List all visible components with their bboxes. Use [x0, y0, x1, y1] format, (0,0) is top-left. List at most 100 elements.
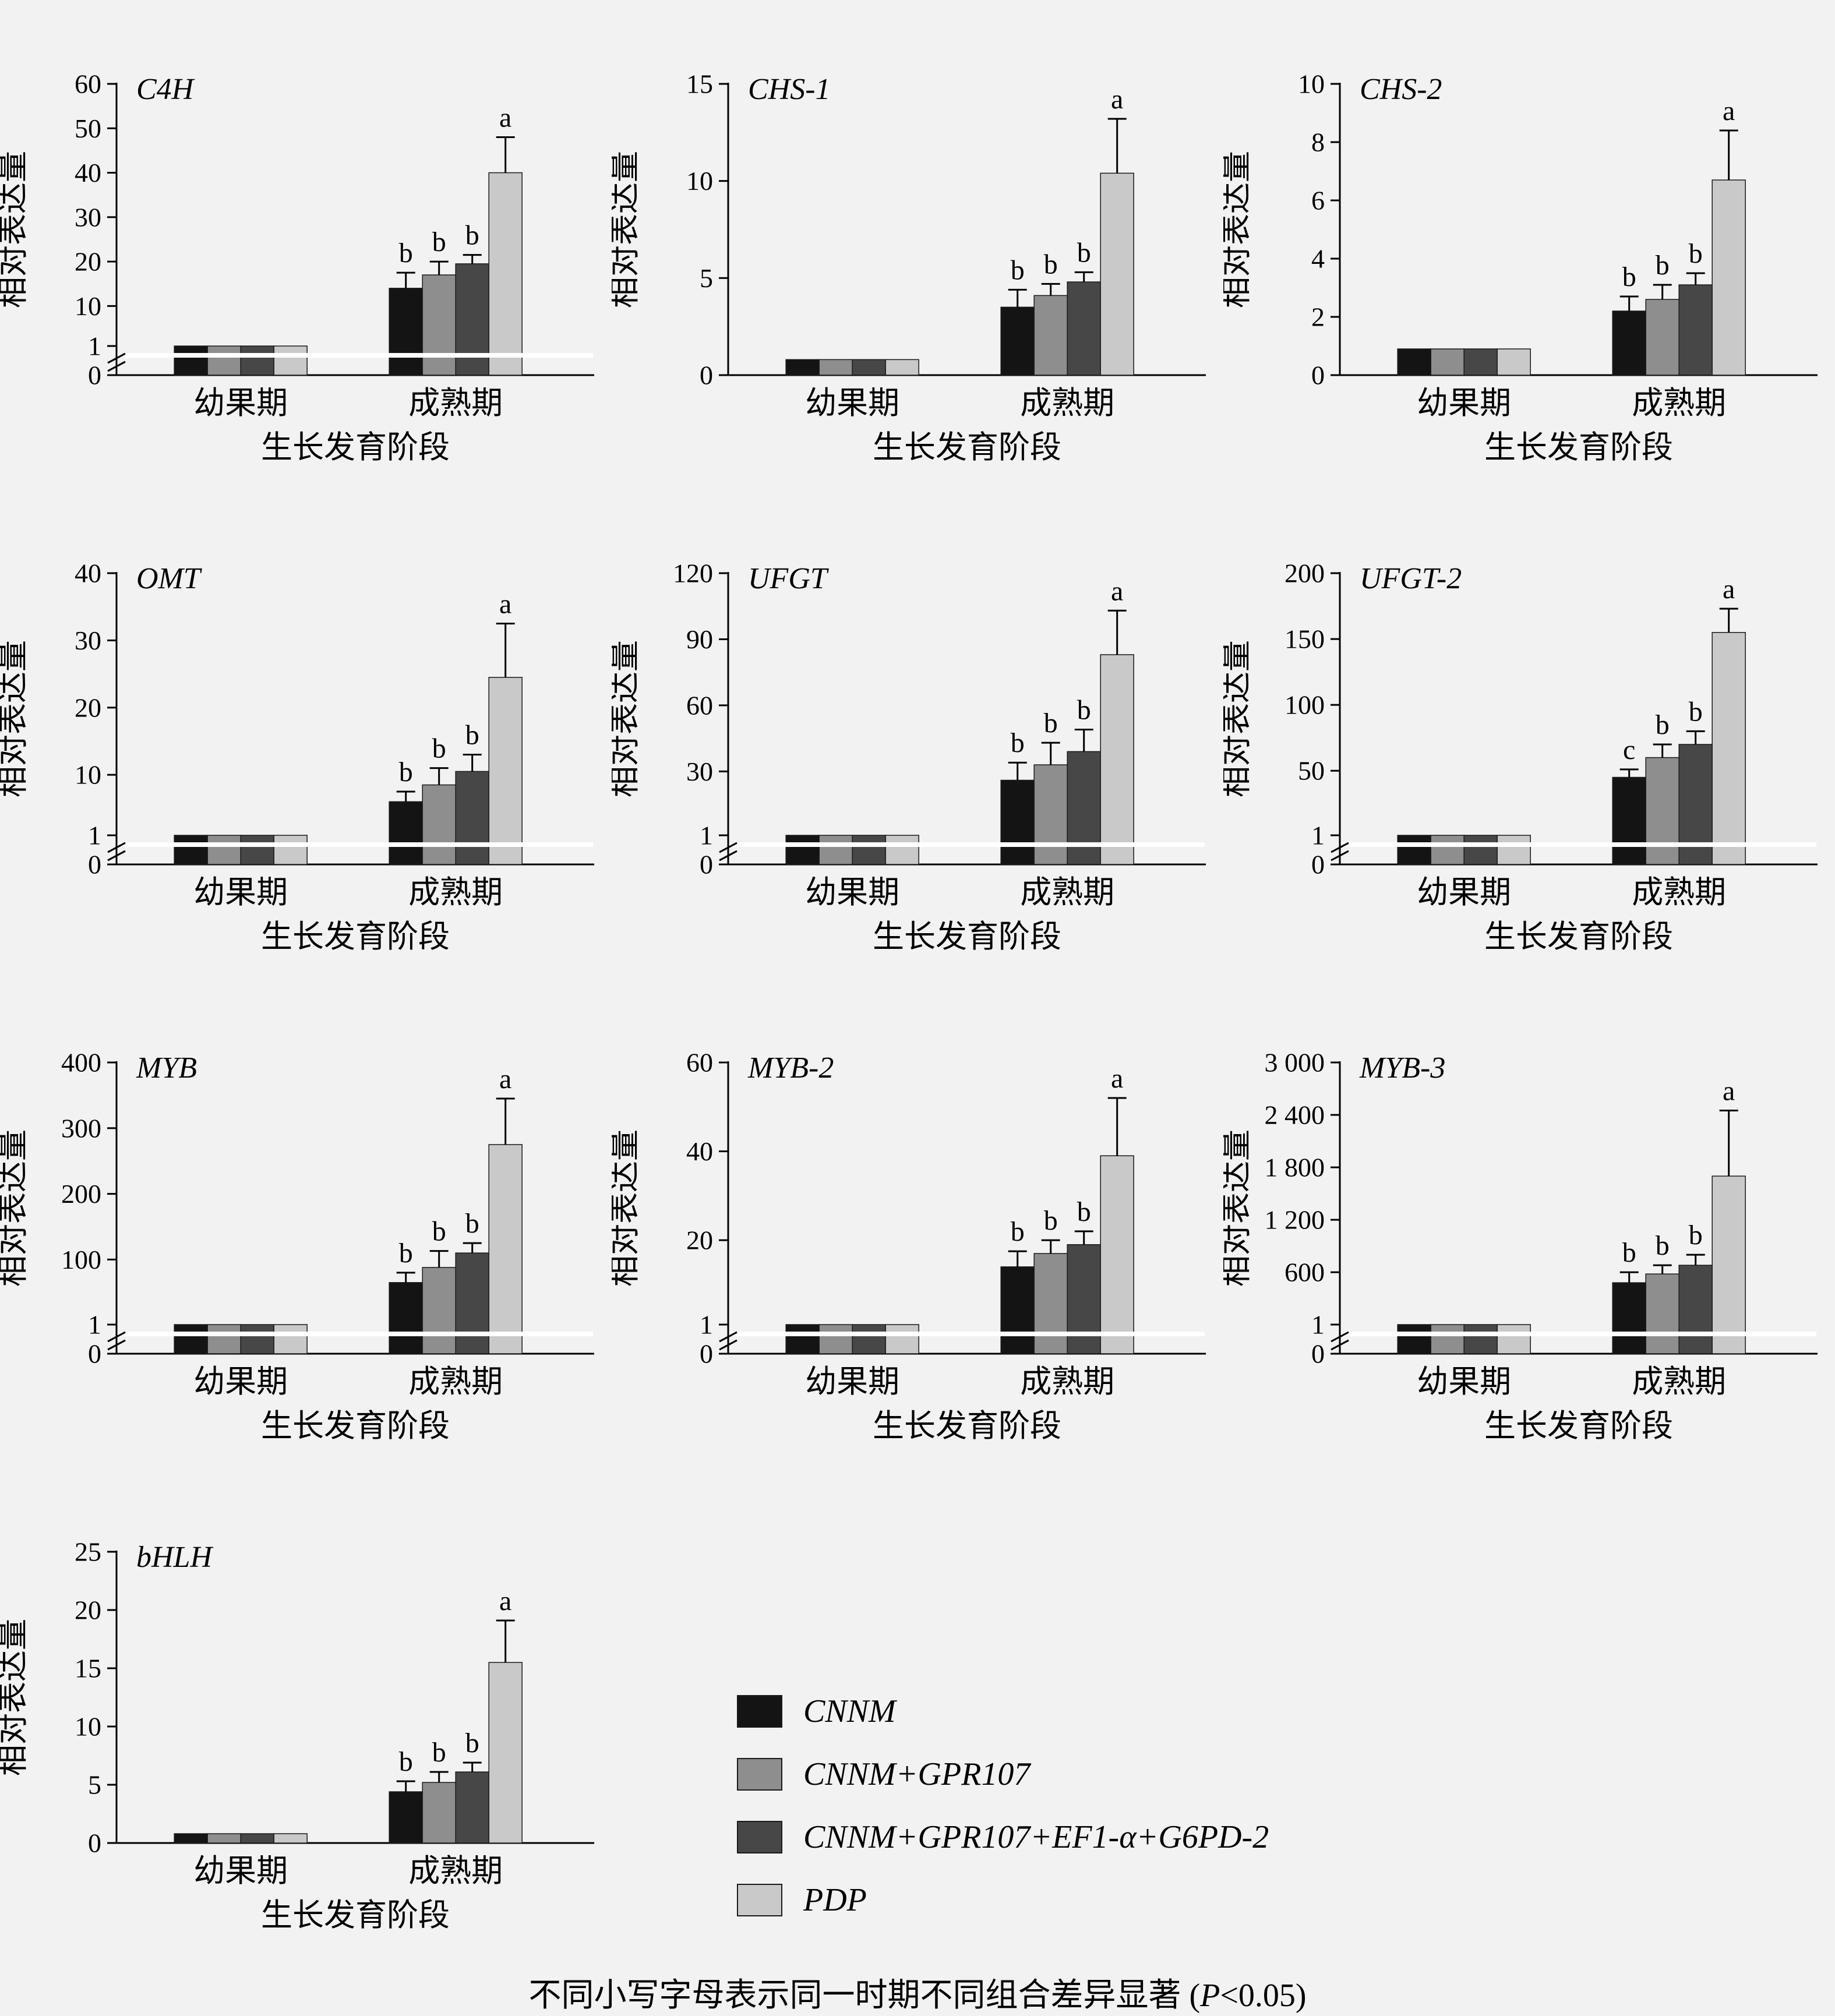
sig-letter: b	[465, 720, 479, 751]
sig-letter: c	[1623, 735, 1635, 765]
bar-CNNM+GPR107	[1033, 295, 1068, 376]
bar-CNNM	[1397, 348, 1431, 376]
sig-letter: b	[1077, 237, 1091, 268]
y-tick-label: 2	[1311, 302, 1325, 332]
sig-letter: b	[432, 1737, 446, 1768]
axis-break-mark	[107, 361, 126, 372]
bar-PDP	[1712, 179, 1746, 376]
legend-item-cnnm-gpr107-ef1-g6pd2: CNNM+GPR107+EF1-α+G6PD-2	[737, 1819, 1835, 1856]
bar-PDP	[488, 172, 523, 376]
x-axis-title: 生长发育阶段	[873, 919, 1061, 954]
y-tick-label: 30	[686, 757, 713, 786]
bar-CNNM	[174, 1324, 208, 1354]
y-tick-label: 90	[686, 624, 713, 654]
y-tick-label: 25	[75, 1537, 101, 1567]
y-tick-label: 4	[1311, 244, 1325, 274]
bar-PDP	[1497, 1324, 1531, 1354]
y-tick-label: 20	[75, 693, 101, 722]
y-axis-title: 相对表达量	[0, 1619, 30, 1776]
bar-PDP	[273, 835, 308, 865]
caption-suffix: <0.05)	[1220, 1978, 1307, 2014]
bar-CNNM+GPR107+EF1-α+G6PD-2	[1067, 1244, 1101, 1354]
bar-CNNM+GPR107	[1430, 1324, 1465, 1354]
bar-CNNM	[1397, 835, 1431, 865]
bar-CNNM	[389, 288, 423, 376]
axis-break-band	[118, 353, 593, 358]
y-tick-label: 0	[88, 850, 101, 880]
y-tick-label: 10	[75, 1712, 101, 1742]
sig-letter: a	[499, 1064, 511, 1094]
bar-CNNM+GPR107+EF1-α+G6PD-2	[1463, 348, 1498, 376]
chart-cell-UFGT: 0 1 30 60 90 120 幼果期 b b b a 成熟期 UFGT 生长发育阶段 相对表达量	[612, 497, 1223, 987]
y-tick-label: 1	[1311, 821, 1325, 850]
axis-break-band	[1341, 842, 1816, 847]
x-axis-title: 生长发育阶段	[1484, 1408, 1673, 1443]
group-label: 幼果期	[1417, 1364, 1511, 1399]
bar-CNNM+GPR107	[818, 359, 853, 376]
bar-CNNM+GPR107+EF1-α+G6PD-2	[1067, 751, 1101, 865]
axis-break-mark	[107, 352, 126, 364]
x-axis-title: 生长发育阶段	[1484, 919, 1673, 954]
sig-letter: a	[499, 589, 511, 620]
y-tick-label: 120	[673, 559, 713, 588]
bar-CNNM	[389, 1282, 423, 1354]
y-tick-label: 50	[75, 114, 101, 143]
bar-CNNM	[1397, 1324, 1431, 1354]
y-tick-label: 0	[700, 850, 713, 880]
y-axis-title: 相对表达量	[0, 151, 30, 308]
y-tick-label: 1 200	[1265, 1205, 1325, 1235]
x-axis-title: 生长发育阶段	[873, 430, 1061, 465]
legend-swatch-cnnm	[737, 1695, 782, 1728]
y-axis-title: 相对表达量	[612, 640, 642, 797]
sig-letter: a	[1723, 574, 1735, 605]
sig-letter: b	[1689, 696, 1703, 727]
x-axis-title: 生长发育阶段	[261, 1408, 450, 1443]
bar-CNNM+GPR107	[1645, 1273, 1679, 1354]
bar-PDP	[488, 1662, 523, 1844]
bar-PDP	[273, 345, 308, 376]
sig-letter: b	[432, 1216, 446, 1247]
y-tick-label: 60	[75, 69, 101, 99]
legend-label-cnnm-gpr107: CNNM+GPR107	[803, 1756, 1031, 1792]
gene-title: OMT	[136, 562, 202, 595]
sig-letter: b	[1011, 728, 1025, 758]
legend-label-cnnm-gpr107-ef1-g6pd2: CNNM+GPR107+EF1-α+G6PD-2	[803, 1819, 1269, 1855]
sig-letter: b	[1656, 709, 1670, 740]
sig-letter: b	[432, 733, 446, 764]
bar-PDP	[885, 835, 919, 865]
group-label: 幼果期	[193, 1853, 288, 1888]
bar-CNNM	[785, 359, 820, 376]
sig-letter: b	[1044, 1205, 1058, 1236]
y-tick-label: 8	[1311, 128, 1325, 157]
bar-CNNM+GPR107+EF1-α+G6PD-2	[1463, 1324, 1498, 1354]
axis-break-mark	[719, 1331, 737, 1343]
bar-CNNM+GPR107+EF1-α+G6PD-2	[455, 1771, 489, 1844]
gene-title: bHLH	[136, 1541, 213, 1574]
bar-CNNM+GPR107+EF1-α+G6PD-2	[1678, 284, 1713, 376]
bar-CNNM+GPR107	[1033, 1253, 1068, 1354]
bar-CNNM	[1000, 779, 1035, 865]
y-tick-label: 30	[75, 202, 101, 232]
bar-CNNM+GPR107	[1430, 835, 1465, 865]
y-axis-title: 相对表达量	[1223, 640, 1254, 797]
axis-break-mark	[1331, 850, 1349, 862]
y-tick-label: 40	[75, 559, 101, 588]
bar-CNNM+GPR107+EF1-α+G6PD-2	[1678, 1265, 1713, 1354]
bar-PDP	[885, 359, 919, 376]
y-tick-label: 20	[686, 1226, 713, 1255]
bar-PDP	[273, 1833, 308, 1844]
y-tick-label: 1	[88, 821, 101, 850]
bar-CNNM	[174, 835, 208, 865]
sig-letter: b	[1044, 249, 1058, 280]
y-tick-label: 1	[88, 1310, 101, 1340]
sig-letter: b	[465, 220, 479, 251]
legend-label-cnnm: CNNM	[803, 1693, 896, 1729]
sig-letter: b	[1689, 1220, 1703, 1251]
x-axis-title: 生长发育阶段	[1484, 430, 1673, 465]
axis-break-mark	[1331, 1339, 1349, 1351]
bar-CNNM	[1612, 310, 1646, 376]
